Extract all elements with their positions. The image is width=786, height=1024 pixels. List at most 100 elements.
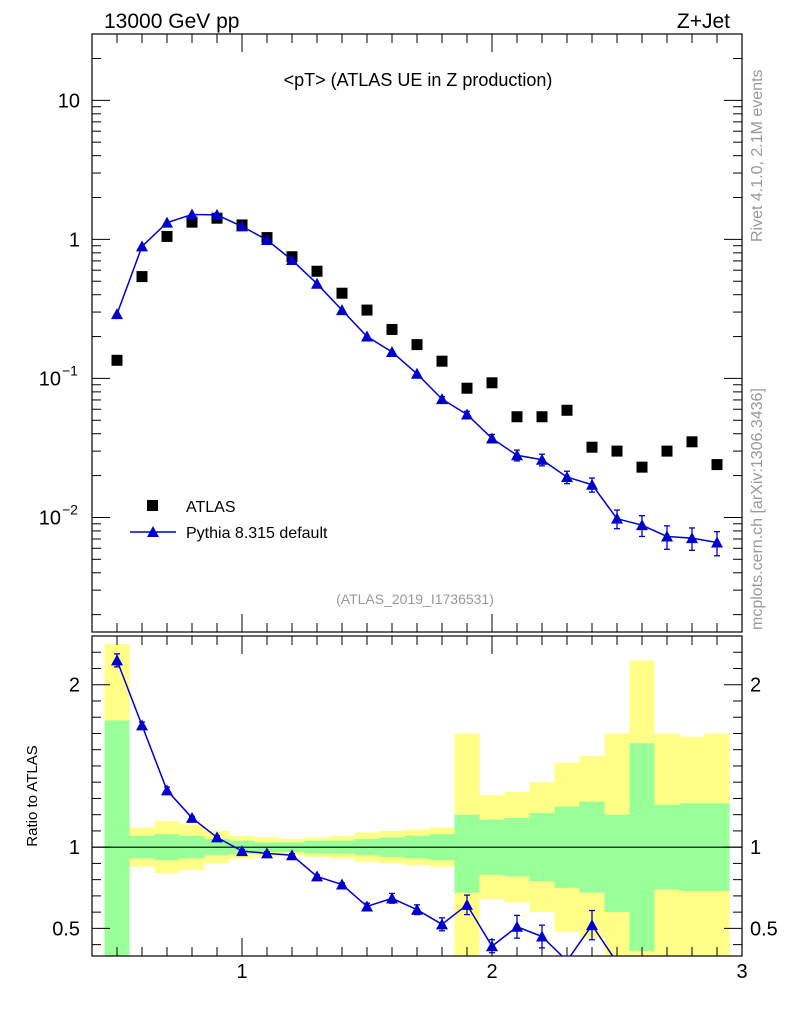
y-tick-exponent: −1 xyxy=(62,362,78,378)
ratio-pythia-point xyxy=(461,898,473,910)
analysis-id-label: (ATLAS_2019_I1736531) xyxy=(336,591,494,607)
ratio-y-tick-label: 0.5 xyxy=(52,918,80,940)
atlas-point xyxy=(361,304,373,316)
pythia-point xyxy=(261,233,273,245)
ratio-y-tick-label: 2 xyxy=(69,675,80,697)
pythia-point xyxy=(286,254,298,266)
x-tick-label: 1 xyxy=(236,961,247,983)
legend-atlas-marker xyxy=(147,500,158,511)
pythia-point xyxy=(111,308,123,320)
pythia-point xyxy=(336,304,348,316)
ratio-pythia-point xyxy=(211,831,223,843)
ratio-pythia-point xyxy=(611,956,623,967)
atlas-point xyxy=(536,411,548,423)
pythia-point xyxy=(561,471,573,483)
pythia-point xyxy=(236,220,248,232)
atlas-point xyxy=(511,411,523,423)
atlas-point xyxy=(486,377,498,389)
pythia-point xyxy=(436,393,448,405)
mcplots-site-label: mcplots.cern.ch [arXiv:1306.3436] xyxy=(749,388,766,630)
pythia-point xyxy=(311,277,323,289)
ratio-pythia-point xyxy=(161,784,173,796)
ratio-series-group xyxy=(111,653,623,967)
legend: ATLAS Pythia 8.315 default xyxy=(130,499,328,542)
ratio-chart: 0.5 0.5 1 1 2 2 Ratio to ATLAS xyxy=(24,635,778,967)
y-tick-label: 10 xyxy=(39,368,61,390)
legend-atlas-label: ATLAS xyxy=(186,499,236,516)
atlas-point xyxy=(636,461,648,473)
pythia-point xyxy=(461,408,473,420)
rivet-version-label: Rivet 4.1.0, 2.1M events xyxy=(749,69,766,242)
ratio-pythia-point xyxy=(111,654,123,666)
header-process-label: Z+Jet xyxy=(677,10,730,33)
pythia-point xyxy=(411,367,423,379)
atlas-point xyxy=(386,323,398,335)
atlas-point xyxy=(436,355,448,367)
x-tick-label: 3 xyxy=(736,961,747,983)
ratio-pythia-point xyxy=(286,849,298,861)
pythia-point xyxy=(161,216,173,228)
ratio-band-inner xyxy=(104,720,130,956)
y-tick-exponent: −2 xyxy=(62,501,78,517)
ratio-pythia-point xyxy=(186,811,198,823)
legend-pythia-marker xyxy=(147,526,159,537)
y-tick-label: 1 xyxy=(69,229,80,251)
ratio-pythia-point xyxy=(336,878,348,890)
ratio-y-tick-label-right: 1 xyxy=(750,837,761,859)
pythia-point xyxy=(186,208,198,220)
ratio-pythia-point xyxy=(311,870,323,882)
ratio-pythia-point xyxy=(486,940,498,952)
atlas-point xyxy=(461,382,473,394)
atlas-point xyxy=(336,287,348,299)
atlas-point xyxy=(711,459,723,471)
pythia-point xyxy=(611,512,623,524)
atlas-point xyxy=(561,404,573,416)
atlas-point xyxy=(161,230,173,242)
pythia-point xyxy=(686,532,698,544)
ratio-pythia-point xyxy=(261,847,273,859)
pythia-point xyxy=(511,449,523,461)
ratio-y-tick-label-right: 0.5 xyxy=(750,918,778,940)
ratio-pythia-point xyxy=(511,920,523,932)
ratio-pythia-point xyxy=(586,919,598,931)
y-tick-label: 10 xyxy=(39,507,61,529)
header-energy-label: 13000 GeV pp xyxy=(104,10,239,33)
ratio-y-tick-label-right: 2 xyxy=(750,675,761,697)
y-tick-label: 10 xyxy=(58,90,80,112)
atlas-point xyxy=(686,436,698,448)
atlas-point xyxy=(311,265,323,277)
chart-title: <pT> (ATLAS UE in Z production) xyxy=(284,70,553,90)
pythia-point xyxy=(136,240,148,252)
ratio-band-inner xyxy=(604,814,630,913)
pythia-point xyxy=(711,536,723,548)
pythia-point xyxy=(386,345,398,357)
ratio-pythia-point xyxy=(536,930,548,942)
ratio-pythia-point xyxy=(136,719,148,731)
ratio-y-tick-label: 1 xyxy=(69,837,80,859)
ratio-band-inner xyxy=(454,814,480,893)
atlas-point xyxy=(186,216,198,228)
pythia-point xyxy=(586,478,598,490)
ratio-pythia-point xyxy=(436,918,448,930)
legend-pythia-label: Pythia 8.315 default xyxy=(186,525,328,542)
ratio-pythia-point xyxy=(566,954,568,956)
ratio-pythia-point xyxy=(236,845,248,857)
ratio-pythia-point xyxy=(411,903,423,915)
pythia-point xyxy=(361,330,373,342)
pythia-point xyxy=(486,432,498,444)
ratio-pythia-point xyxy=(361,900,373,912)
ratio-axis-label: Ratio to ATLAS xyxy=(24,745,41,846)
pythia-point xyxy=(661,530,673,542)
atlas-point xyxy=(611,445,623,457)
pythia-point xyxy=(536,453,548,465)
pythia-point xyxy=(211,208,223,220)
atlas-point xyxy=(661,445,673,457)
x-tick-label: 2 xyxy=(486,961,497,983)
atlas-point xyxy=(111,354,123,366)
pythia-point xyxy=(636,519,648,531)
atlas-point xyxy=(136,271,148,283)
ratio-pythia-point xyxy=(386,892,398,904)
atlas-point xyxy=(411,339,423,351)
main-plot-frame xyxy=(91,33,743,633)
